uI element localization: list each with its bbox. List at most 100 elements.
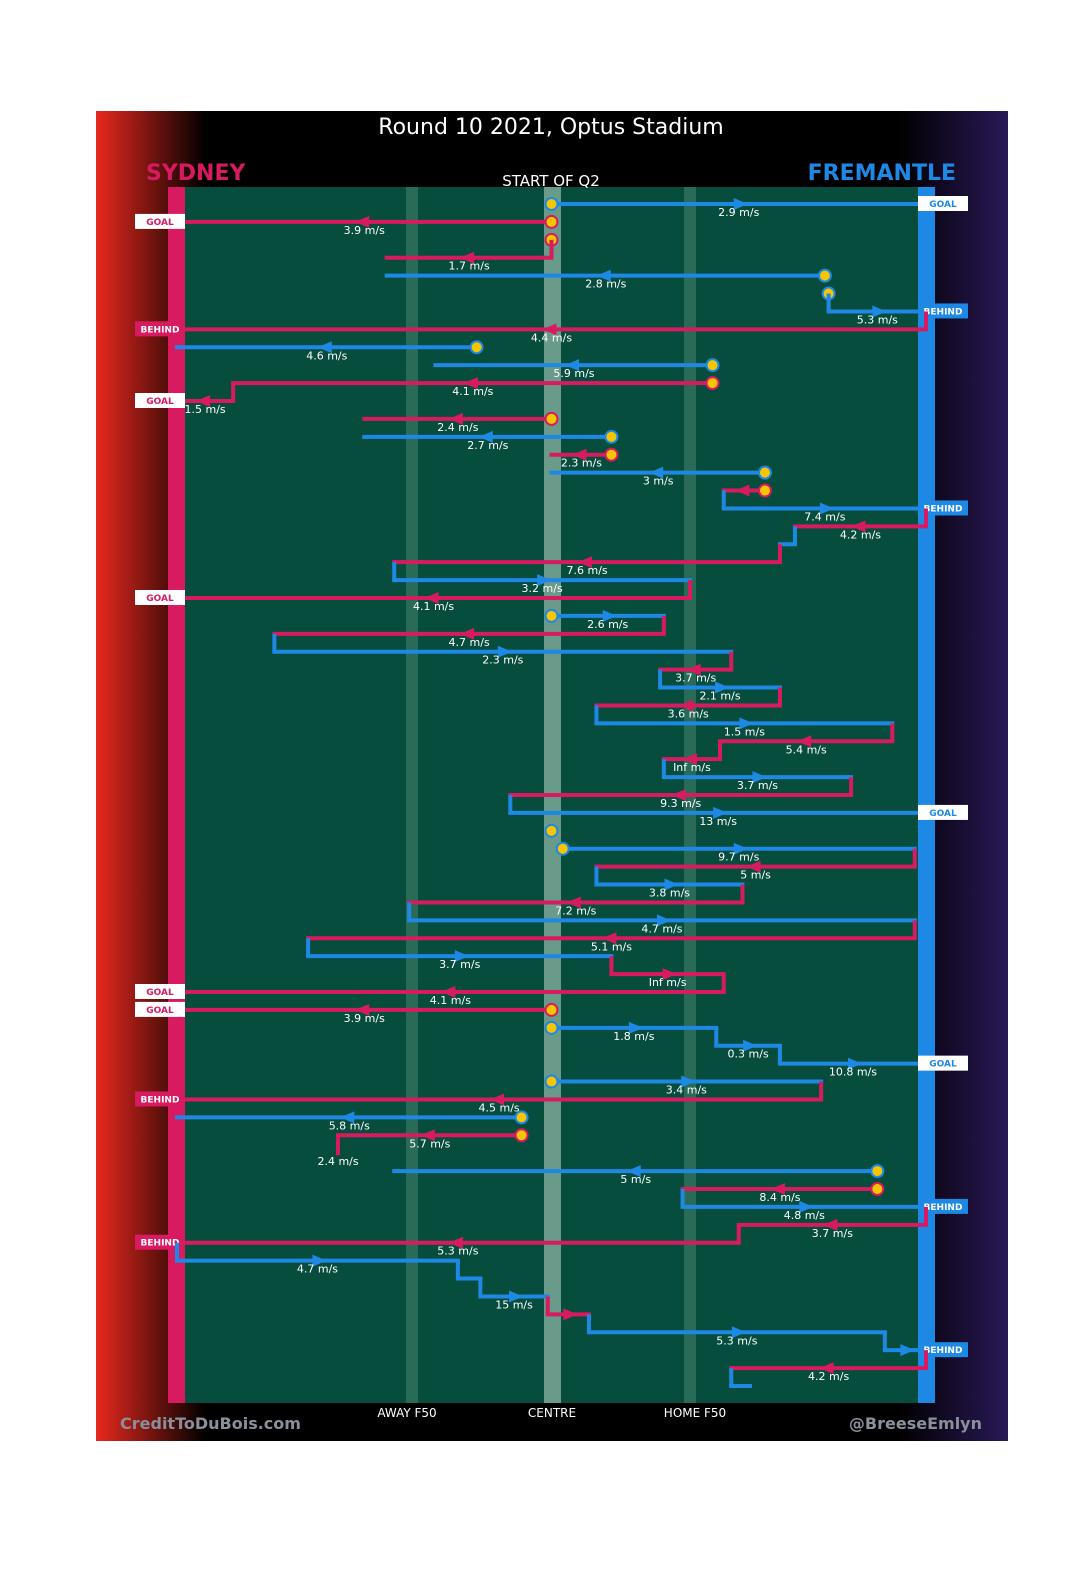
speed-label: 4.1 m/s — [452, 385, 493, 398]
outcome-label: GOAL — [929, 809, 957, 819]
direction-arrow — [662, 968, 677, 981]
speed-label: 7.4 m/s — [804, 510, 845, 523]
speed-label: 8.4 m/s — [759, 1191, 800, 1204]
speed-label: 4.1 m/s — [413, 600, 454, 613]
speed-label: 9.3 m/s — [660, 797, 701, 810]
direction-arrow — [578, 556, 593, 569]
direction-arrow — [799, 1200, 814, 1213]
direction-arrow — [317, 341, 332, 354]
direction-arrow — [628, 1021, 643, 1034]
x-label-centre: CENTRE — [528, 1406, 576, 1420]
direction-arrow — [572, 448, 587, 461]
direction-arrow — [460, 251, 475, 264]
speed-label: 3.7 m/s — [675, 672, 716, 685]
direction-arrow — [490, 1093, 505, 1106]
speed-label: Inf m/s — [649, 976, 687, 989]
chart-subtitle: START OF Q2 — [502, 172, 600, 190]
speed-label: 2.8 m/s — [585, 278, 626, 291]
direction-arrow — [340, 1111, 355, 1124]
speed-label: 15 m/s — [495, 1298, 533, 1311]
speed-label: 4.8 m/s — [784, 1209, 825, 1222]
outcome-label: BEHIND — [924, 307, 963, 317]
direction-arrow — [312, 1254, 327, 1267]
outcome-badge — [918, 500, 968, 516]
stoppage-marker — [544, 608, 559, 623]
speed-label: 2.3 m/s — [482, 654, 523, 667]
speed-label: 5.8 m/s — [329, 1119, 370, 1132]
outcome-badge — [135, 1234, 185, 1250]
direction-arrow — [196, 395, 211, 407]
speed-label: 4.7 m/s — [297, 1263, 338, 1276]
direction-arrow — [681, 1075, 696, 1088]
outcome-badge — [135, 590, 185, 605]
direction-arrow — [733, 198, 748, 210]
outcome-label: BEHIND — [924, 1203, 963, 1213]
speed-label: 10.8 m/s — [829, 1066, 877, 1079]
direction-arrow — [752, 771, 767, 784]
direction-arrow — [602, 609, 617, 622]
outcome-badge — [135, 213, 185, 229]
direction-arrow — [566, 896, 581, 909]
direction-arrow — [735, 484, 750, 497]
speed-label: 13 m/s — [699, 815, 737, 828]
direction-arrow — [463, 377, 478, 390]
direction-arrow — [819, 1362, 834, 1375]
direction-arrow — [564, 359, 579, 372]
outcome-label: BEHIND — [141, 1239, 180, 1249]
direction-arrow — [355, 215, 370, 228]
speed-label: 4.1 m/s — [430, 994, 471, 1007]
outcome-label: GOAL — [146, 988, 174, 998]
direction-arrow — [441, 986, 456, 998]
stoppage-marker — [705, 376, 720, 391]
speed-label: 5 m/s — [740, 869, 771, 882]
away-f50-band — [406, 187, 418, 1403]
stoppage-marker — [544, 1020, 559, 1035]
direction-arrow — [823, 1218, 838, 1231]
speed-label: 5.4 m/s — [786, 743, 827, 756]
speed-label: 3.9 m/s — [344, 224, 385, 237]
direction-arrow — [478, 430, 493, 443]
speed-label: 3.7 m/s — [812, 1227, 853, 1240]
x-label-away: AWAY F50 — [377, 1406, 436, 1420]
stoppage-marker — [544, 197, 559, 211]
outcome-label: GOAL — [146, 1006, 174, 1016]
outcome-badge — [918, 804, 968, 820]
speed-label: 2.6 m/s — [587, 618, 628, 631]
stoppage-marker — [870, 1164, 885, 1179]
speed-label: 3.7 m/s — [737, 779, 778, 792]
chains: 2.9 m/s GOAL 3.9 m/s GOAL 1.7 m/s 2.8 m/s 5.3 … — [135, 196, 968, 1388]
speed-label: Inf m/s — [673, 761, 711, 774]
direction-arrow — [797, 735, 812, 748]
direction-arrow — [355, 1003, 370, 1016]
speed-label: 1.7 m/s — [449, 260, 490, 273]
direction-arrow — [602, 932, 617, 945]
fremantle-bar — [918, 187, 935, 1403]
direction-arrow — [509, 1290, 524, 1303]
speed-label: 9.7 m/s — [718, 851, 759, 864]
credit-left: CreditToDuBois.com — [120, 1414, 301, 1433]
direction-arrow — [713, 806, 728, 819]
direction-arrow — [626, 1165, 641, 1178]
speed-label: 2.4 m/s — [317, 1155, 358, 1168]
speed-label: 4.2 m/s — [808, 1370, 849, 1383]
speed-label: 2.9 m/s — [718, 206, 759, 219]
speed-label: 3 m/s — [643, 475, 674, 488]
speed-label: 1.8 m/s — [613, 1030, 654, 1043]
speed-label: 5.3 m/s — [716, 1334, 757, 1347]
direction-arrow — [679, 699, 694, 712]
outcome-badge — [918, 1342, 968, 1358]
outcome-badge — [135, 321, 185, 337]
stoppage-marker — [604, 429, 619, 444]
speed-label: 3.6 m/s — [668, 707, 709, 720]
speed-label: 1.5 m/s — [185, 403, 226, 416]
outcome-label: BEHIND — [141, 1095, 180, 1105]
direction-arrow — [497, 645, 512, 658]
stoppage-marker — [544, 823, 559, 838]
stoppage-marker — [870, 1182, 885, 1196]
direction-arrow — [542, 323, 557, 336]
direction-arrow — [715, 681, 730, 694]
speed-label: 2.4 m/s — [437, 421, 478, 434]
team-right-label: FREMANTLE — [808, 161, 956, 186]
speed-label: 1.5 m/s — [724, 725, 765, 738]
direction-arrow — [649, 466, 664, 479]
